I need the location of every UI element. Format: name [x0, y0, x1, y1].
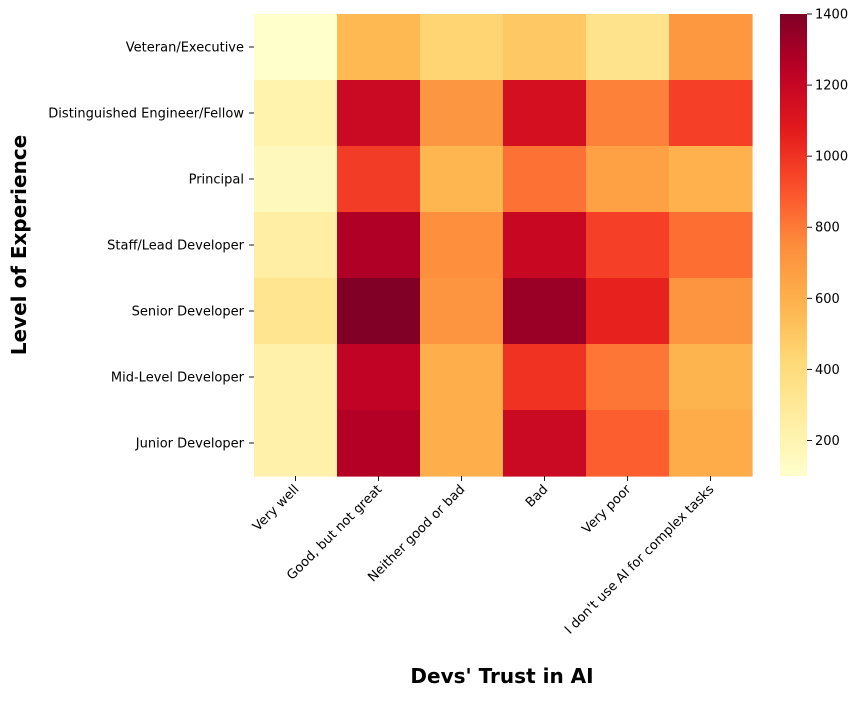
colorbar-ticks: 200 400 600 800 1000 1200 1400	[807, 8, 848, 449]
y-tick-label: Principal	[189, 173, 244, 188]
heatmap-cell	[254, 278, 338, 345]
y-tick-label: Senior Developer	[132, 305, 245, 320]
heatmap-cell	[337, 80, 421, 147]
colorbar-tick-label: 200	[815, 434, 840, 449]
heatmap-cell	[669, 80, 753, 147]
heatmap-cell	[254, 410, 338, 477]
heatmap-cell	[586, 212, 670, 279]
heatmap-cell	[420, 212, 504, 279]
heatmap-cell	[669, 278, 753, 345]
heatmap-cell	[420, 344, 504, 411]
y-axis-title: Level of Experience	[7, 135, 31, 356]
colorbar-tick-label: 1200	[815, 79, 848, 94]
y-tick-label: Staff/Lead Developer	[107, 239, 245, 254]
x-tick-label: Very well	[250, 482, 302, 534]
heatmap-cell	[503, 278, 587, 345]
colorbar-tick-label: 400	[815, 363, 840, 378]
heatmap-cell	[586, 278, 670, 345]
heatmap-cell	[337, 344, 421, 411]
heatmap-cell	[420, 146, 504, 213]
heatmap-cell	[503, 344, 587, 411]
heatmap-cell	[669, 344, 753, 411]
x-tick-label: Bad	[523, 482, 551, 510]
heatmap-cell	[669, 212, 753, 279]
heatmap-cell	[503, 14, 587, 81]
heatmap-cell	[586, 410, 670, 477]
heatmap-cell	[503, 410, 587, 477]
x-tick-label: Neither good or bad	[365, 482, 468, 585]
colorbar-tick-label: 800	[815, 221, 840, 236]
y-tick-label: Mid-Level Developer	[111, 371, 245, 386]
heatmap-cell	[337, 146, 421, 213]
heatmap-cell	[337, 410, 421, 477]
colorbar-tick-label: 600	[815, 292, 840, 307]
heatmap-cell	[254, 344, 338, 411]
y-axis-ticks: Veteran/Executive Distinguished Engineer/…	[48, 41, 254, 452]
colorbar-tick-label: 1000	[815, 150, 848, 165]
x-tick-label: Good, but not great	[284, 482, 385, 583]
heatmap-cell	[420, 80, 504, 147]
y-tick-label: Distinguished Engineer/Fellow	[48, 107, 244, 122]
y-tick-label: Junior Developer	[135, 437, 245, 452]
x-tick-label: Very poor	[579, 482, 634, 537]
heatmap-cell	[420, 278, 504, 345]
colorbar-tick-label: 1400	[815, 8, 848, 23]
heatmap-cell	[669, 146, 753, 213]
heatmap-cell	[420, 14, 504, 81]
heatmap-cell	[503, 212, 587, 279]
heatmap-cell	[586, 146, 670, 213]
heatmap-cell	[254, 80, 338, 147]
heatmap-cells	[254, 14, 753, 477]
heatmap-cell	[586, 344, 670, 411]
colorbar	[780, 14, 807, 476]
heatmap-cell	[586, 80, 670, 147]
heatmap-cell	[254, 14, 338, 81]
heatmap-cell	[337, 14, 421, 81]
heatmap-cell	[503, 146, 587, 213]
heatmap-cell	[503, 80, 587, 147]
heatmap-cell	[337, 278, 421, 345]
heatmap-cell	[669, 14, 753, 81]
heatmap-cell	[420, 410, 504, 477]
x-tick-label: I don't use AI for complex tasks	[562, 482, 717, 637]
heatmap-cell	[254, 212, 338, 279]
heatmap-cell	[669, 410, 753, 477]
y-tick-label: Veteran/Executive	[126, 41, 244, 56]
heatmap-cell	[254, 146, 338, 213]
heatmap-cell	[337, 212, 421, 279]
x-axis-title: Devs' Trust in AI	[410, 664, 593, 688]
heatmap-cell	[586, 14, 670, 81]
